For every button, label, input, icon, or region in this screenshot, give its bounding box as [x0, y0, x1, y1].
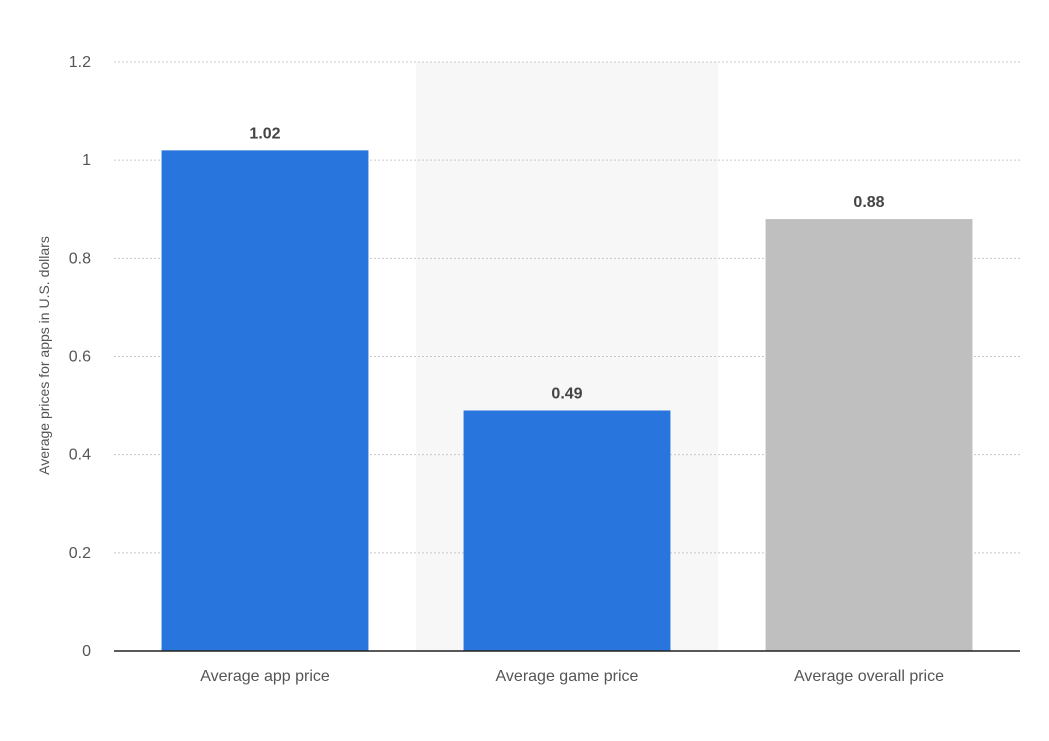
y-axis-ticks: 0 0.2 0.4 0.6 0.8 1 1.2 — [69, 54, 91, 660]
bar-2[interactable] — [463, 410, 671, 651]
y-tick-label: 1.2 — [69, 54, 91, 71]
x-axis-category-labels: Average app price Average game price Avera… — [200, 668, 944, 685]
y-tick-label: 0.4 — [69, 447, 91, 464]
bar-3[interactable] — [765, 219, 973, 652]
data-label: 1.02 — [249, 125, 280, 142]
data-labels: 1.02 0.49 0.88 — [249, 125, 884, 402]
x-category-label: Average overall price — [794, 668, 944, 685]
y-tick-label: 1 — [82, 152, 91, 169]
bar-1[interactable] — [161, 150, 369, 651]
x-category-label: Average app price — [200, 668, 330, 685]
y-tick-label: 0 — [82, 643, 91, 660]
y-tick-label: 0.2 — [69, 545, 91, 562]
x-category-label: Average game price — [496, 668, 639, 685]
y-axis-title: Average prices for apps in U.S. dollars — [36, 236, 52, 475]
data-label: 0.49 — [551, 385, 582, 402]
data-label: 0.88 — [853, 194, 884, 211]
bars — [161, 150, 973, 652]
y-tick-label: 0.8 — [69, 250, 91, 267]
y-tick-label: 0.6 — [69, 349, 91, 366]
